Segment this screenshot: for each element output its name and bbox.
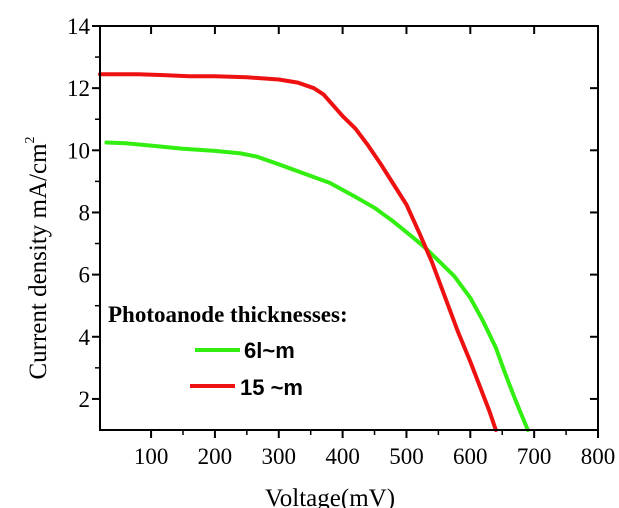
x-axis-label: Voltage(mV) — [265, 485, 395, 508]
svg-text:Current density mA/cm2: Current density mA/cm2 — [23, 136, 52, 379]
y-tick-label-6: 6 — [79, 263, 91, 288]
legend-entry-6um: 6l~m — [244, 338, 295, 363]
y-axis-label-text: Current density mA/cm — [25, 143, 52, 380]
plot-area — [98, 72, 530, 432]
x-tick-label-700: 700 — [517, 444, 552, 469]
y-axis-label-superscript: 2 — [23, 136, 38, 143]
y-tick-label-4: 4 — [79, 325, 91, 350]
x-tick-label-100: 100 — [134, 444, 169, 469]
series-line-0 — [104, 140, 530, 432]
legend: Photoanode thicknesses: 6l~m 15 ~m — [108, 302, 348, 400]
y-tick-label-2: 2 — [79, 387, 91, 412]
y-tick-label-10: 10 — [67, 138, 90, 163]
y-tick-label-14: 14 — [67, 14, 91, 39]
legend-title: Photoanode thicknesses: — [108, 302, 348, 327]
x-tick-label-200: 200 — [198, 444, 233, 469]
y-axis-label: Current density mA/cm2 — [23, 136, 52, 379]
y-tick-label-8: 8 — [79, 200, 91, 225]
x-tick-label-600: 600 — [453, 444, 488, 469]
x-tick-label-300: 300 — [262, 444, 297, 469]
y-tick-label-12: 12 — [67, 76, 90, 101]
x-tick-label-800: 800 — [581, 444, 616, 469]
x-tick-label-400: 400 — [325, 444, 360, 469]
series-line-1 — [98, 72, 498, 432]
legend-entry-15um: 15 ~m — [240, 375, 303, 400]
plot-frame — [99, 25, 599, 431]
axes: 100 200 300 400 500 600 700 800 2 4 6 8 10 12 14 — [67, 14, 615, 469]
x-tick-label-500: 500 — [389, 444, 424, 469]
